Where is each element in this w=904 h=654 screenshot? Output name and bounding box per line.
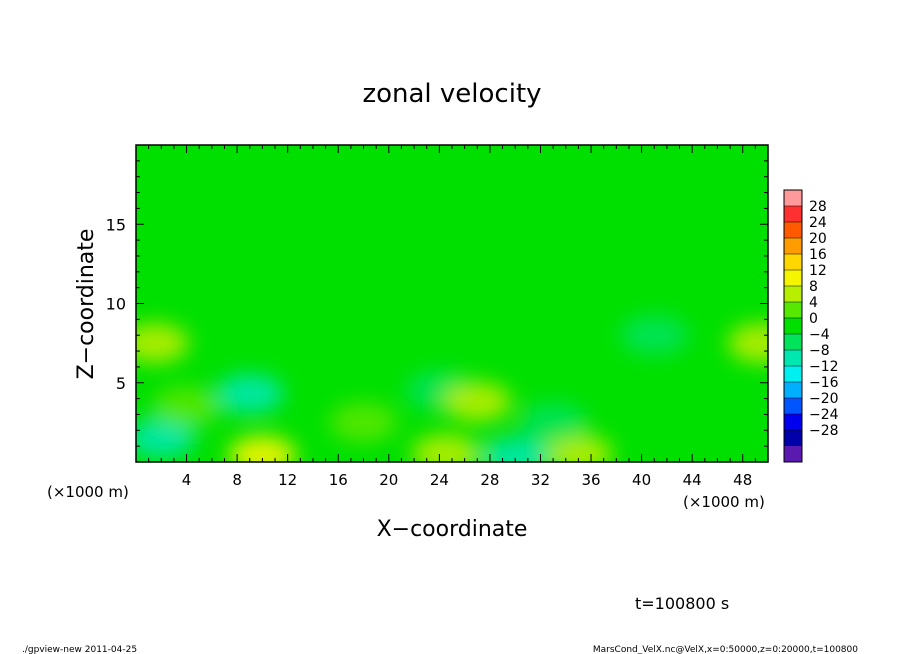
colorbar-label: −28: [809, 423, 839, 439]
x-tick-label: 16: [329, 471, 348, 489]
x-tick-label: 20: [379, 471, 398, 489]
field-feature: [727, 323, 768, 364]
field-feature: [152, 386, 221, 427]
field-feature: [519, 402, 588, 443]
colorbar-swatch: [784, 270, 802, 287]
colorbar-label: 0: [809, 311, 818, 327]
y-tick-label: 15: [106, 215, 126, 234]
x-tick-label: 8: [232, 471, 242, 489]
x-tick-label: 40: [632, 471, 651, 489]
colorbar-label: 28: [809, 199, 827, 215]
y-axis-ticks: 5 10 15: [106, 160, 768, 447]
y-axis-label: Z−coordinate: [74, 229, 99, 380]
colorbar-swatch: [784, 430, 802, 447]
field-feature: [136, 323, 189, 364]
x-tick-label: 12: [278, 471, 297, 489]
colorbar-label: 12: [809, 263, 827, 279]
colorbar-label: −12: [809, 359, 839, 375]
colorbar-swatch: [784, 302, 802, 319]
colorbar-swatch: [784, 446, 802, 463]
field-feature: [620, 315, 689, 356]
colorbar-frame: [783, 189, 803, 463]
field-feature: [136, 418, 196, 459]
colorbar-label: 4: [809, 295, 818, 311]
x-tick-label: 4: [182, 471, 192, 489]
colorbar-label: −8: [809, 343, 830, 359]
x-tick-label: 48: [733, 471, 752, 489]
colorbar-label: −4: [809, 327, 830, 343]
colorbar-label: 8: [809, 279, 818, 295]
colorbar-swatch: [784, 238, 802, 255]
chart-title: zonal velocity: [362, 79, 541, 109]
x-tick-label: 36: [581, 471, 600, 489]
colorbar-label: 24: [809, 215, 827, 231]
colorbar-label: −24: [809, 407, 839, 423]
colorbar-swatch: [784, 366, 802, 383]
x-axis-unit-left: (×1000 m): [47, 483, 129, 501]
y-tick-label: 5: [116, 374, 126, 393]
colorbar-swatch: [784, 318, 802, 335]
colorbar-label: 16: [809, 247, 827, 263]
footer-right: MarsCond_VelX.nc@VelX,x=0:50000,z=0:2000…: [593, 645, 858, 654]
y-tick-label: 10: [106, 295, 126, 314]
x-axis-unit-right: (×1000 m): [683, 493, 765, 511]
field-feature: [481, 437, 550, 462]
colorbar-label: −16: [809, 375, 839, 391]
field-feature: [329, 402, 398, 443]
colorbar-swatch: [784, 382, 802, 399]
colorbar-label: −20: [809, 391, 839, 407]
time-label: t=100800 s: [635, 594, 729, 613]
colorbar-swatch: [784, 350, 802, 367]
colorbar-label: 20: [809, 231, 827, 247]
field-feature: [228, 435, 297, 462]
x-axis-label: X−coordinate: [377, 517, 528, 542]
x-tick-label: 32: [531, 471, 550, 489]
field-feature: [443, 381, 512, 422]
field-feature: [411, 434, 480, 462]
footer-left: ./gpview-new 2011-04-25: [22, 645, 137, 654]
colorbar-swatch: [784, 222, 802, 239]
colorbar-swatch: [784, 398, 802, 415]
velocity-field: [136, 315, 768, 462]
field-feature: [215, 373, 284, 414]
x-axis-ticks: 4 8 12 16 20 24 28 32 36 40 44 48: [148, 145, 756, 489]
colorbar-swatch: [784, 254, 802, 271]
colorbar-swatch: [784, 190, 802, 207]
colorbar-swatch: [784, 334, 802, 351]
colorbar-swatch: [784, 206, 802, 223]
colorbar-swatch: [784, 414, 802, 431]
x-tick-label: 28: [480, 471, 499, 489]
colorbar-swatch: [784, 286, 802, 303]
x-tick-label: 44: [683, 471, 702, 489]
x-tick-label: 24: [430, 471, 449, 489]
